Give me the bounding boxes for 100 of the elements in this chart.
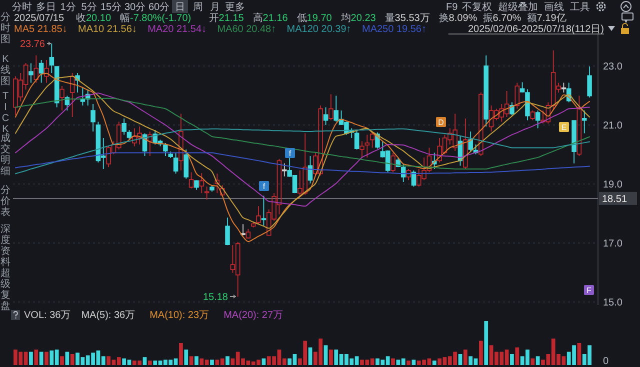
text: 分时	[12, 1, 32, 13]
bar	[148, 360, 152, 365]
candlestick	[204, 186, 210, 200]
text: MA20 21.54↓	[148, 24, 207, 35]
text: 额7.19亿	[526, 12, 566, 24]
annotation: 2025/02/06-2025/07/18(112日)	[468, 24, 604, 35]
candlestick	[323, 106, 328, 126]
bar	[60, 356, 64, 365]
text: K线图	[0, 54, 10, 87]
bar	[510, 354, 514, 365]
text: 1分	[60, 1, 76, 13]
candlestick	[364, 134, 370, 158]
candlestick	[126, 130, 132, 140]
candlestick	[148, 131, 152, 156]
bar	[29, 352, 33, 365]
candlestick	[194, 180, 199, 190]
bar	[484, 321, 488, 365]
bar	[65, 352, 70, 365]
candlestick	[561, 82, 566, 93]
text: VOL: 36万	[24, 310, 71, 321]
candlestick	[199, 172, 204, 194]
bar	[194, 356, 198, 365]
candlestick	[90, 104, 96, 132]
y-tick-label: 17.0	[603, 238, 623, 250]
text: 均20.23	[340, 12, 376, 24]
candlestick	[535, 110, 540, 129]
bar	[44, 352, 48, 365]
candlestick	[184, 149, 189, 180]
candlestick	[168, 151, 174, 158]
text: 高21.16	[252, 12, 288, 24]
candlestick	[587, 66, 592, 98]
text: MA10 21.56↓	[78, 24, 137, 35]
bar	[515, 347, 520, 365]
text: MA5 21.85↓	[14, 24, 68, 35]
ref-line-label: 18.51	[602, 194, 628, 205]
text: 月	[210, 2, 220, 13]
candlestick	[214, 173, 220, 194]
text: 2025/07/15	[14, 13, 64, 24]
bar	[184, 350, 188, 365]
candlestick	[328, 94, 334, 121]
text: MA(10): 23万	[150, 310, 210, 321]
text: 不复权	[462, 1, 492, 13]
bar	[536, 356, 540, 365]
candlestick	[178, 113, 184, 171]
candlestick	[530, 110, 536, 121]
candlestick	[240, 224, 246, 236]
bar	[577, 343, 582, 365]
candlestick	[70, 72, 75, 118]
candlestick	[484, 54, 488, 127]
text: 0	[603, 356, 609, 367]
candlestick	[370, 132, 375, 148]
text: MA60 20.48↑	[217, 24, 276, 35]
y-tick-label: 23.0	[603, 61, 623, 72]
candlestick	[225, 217, 230, 246]
candlestick	[60, 86, 64, 111]
text: 更多	[225, 1, 245, 13]
bar	[478, 340, 483, 365]
bar	[463, 350, 468, 365]
text: 开21.15	[208, 13, 244, 24]
annotation: f	[262, 182, 266, 191]
text: 60分	[148, 1, 170, 13]
candlestick	[572, 120, 576, 164]
line-series	[14, 128, 590, 174]
bar	[226, 356, 230, 365]
text: 5分	[81, 1, 97, 13]
text: 工具	[570, 2, 590, 13]
candlestick	[478, 92, 484, 156]
candlestick	[163, 142, 168, 156]
annotation: 23.76	[20, 39, 46, 50]
line-series	[14, 98, 590, 170]
bar	[432, 360, 436, 365]
candlestick	[261, 195, 266, 226]
text: 成交明细	[0, 132, 10, 177]
bar	[34, 350, 38, 365]
y-tick-label: 15.0	[603, 298, 623, 309]
text: 超级复盘	[0, 267, 10, 312]
line-series	[14, 92, 590, 207]
text: MA120 20.39↑	[286, 24, 352, 35]
annotation: 15.18	[202, 292, 228, 303]
text: 量35.53万	[384, 13, 430, 24]
bar	[308, 347, 312, 365]
y-tick-label: 19.0	[603, 180, 623, 191]
line-series	[14, 152, 590, 174]
text: 画线	[544, 1, 564, 13]
annotation: F	[586, 286, 592, 295]
candlestick	[34, 54, 39, 84]
candlestick	[173, 152, 178, 174]
text: 幅-7.80%(-1.70)	[120, 12, 192, 24]
text: 分时图	[0, 11, 10, 45]
bar	[530, 358, 535, 365]
bar	[458, 354, 462, 365]
bar	[391, 358, 395, 365]
text: 收20.10	[76, 13, 112, 24]
candlestick	[49, 43, 54, 74]
text: 15分	[100, 1, 122, 13]
candlestick	[468, 131, 473, 152]
candlestick	[463, 118, 468, 170]
text: 30分	[124, 1, 146, 13]
candlestick	[44, 60, 49, 84]
text: 分价表	[0, 184, 10, 218]
